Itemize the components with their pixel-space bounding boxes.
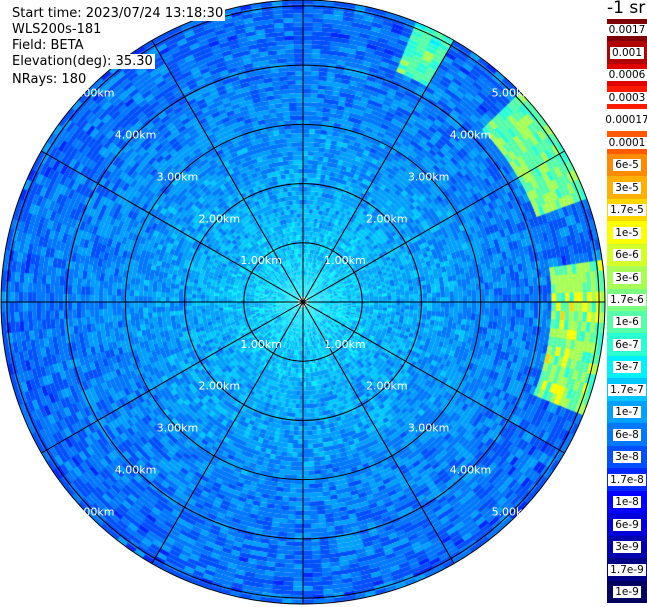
range-ring-label: 5.00km	[73, 505, 115, 518]
colorbar-stop-label: 3e-9	[613, 541, 641, 554]
range-ring-label: 3.00km	[157, 170, 199, 183]
colorbar-stop: 6e-5	[607, 153, 647, 177]
colorbar-stop-label: 6e-6	[613, 249, 641, 262]
colorbar-stop-label: 0.001	[609, 46, 645, 59]
colorbar-stop: 3e-9	[607, 535, 647, 559]
range-ring-label: 3.00km	[408, 422, 450, 435]
range-ring-label: 1.00km	[240, 338, 282, 351]
colorbar-stop-label: 3e-7	[613, 361, 641, 374]
range-ring-label: 3.00km	[157, 422, 199, 435]
colorbar-stop: 6e-9	[607, 513, 647, 537]
colorbar-stop: 6e-7	[607, 333, 647, 357]
range-ring-label: 5.00km	[492, 87, 534, 100]
range-ring-label: 2.00km	[198, 380, 240, 393]
colorbar-stop: 1e-7	[607, 400, 647, 424]
range-ring-label: 4.00km	[115, 129, 157, 142]
colorbar-stop-label: 3e-6	[613, 271, 641, 284]
colorbar-stop-label: 1e-6	[613, 316, 641, 329]
colorbar-stop: 1.7e-5	[607, 198, 647, 222]
colorbar-stop-label: 3e-5	[613, 181, 641, 194]
elevation-label: Elevation(deg): 35.30	[12, 54, 155, 69]
colorbar-stop-label: 6e-7	[613, 338, 641, 351]
azimuth-spoke	[302, 150, 565, 303]
azimuth-spoke	[151, 301, 304, 564]
colorbar-stop: 0.00017	[605, 108, 647, 132]
azimuth-spoke	[41, 301, 304, 454]
colorbar-stop: 0.0001	[606, 131, 647, 155]
colorbar-stop: 1e-9	[607, 580, 647, 604]
colorbar-stop: 1.7e-6	[607, 288, 647, 312]
colorbar-stop-label: 3e-8	[613, 451, 641, 464]
nrays-label: NRays: 180	[12, 72, 89, 87]
colorbar-stop-label: 0.0017	[606, 24, 647, 37]
colorbar-stop-label: 1.7e-8	[608, 473, 646, 486]
colorbar-unit-label: -1 sr	[607, 0, 646, 18]
range-ring-label: 2.00km	[366, 380, 408, 393]
colorbar-stop-label: 6e-9	[613, 518, 641, 531]
colorbar-stop-label: 0.00017	[605, 114, 647, 127]
colorbar-stop: 3e-5	[607, 176, 647, 200]
colorbar-stop: 0.0003	[606, 86, 647, 110]
colorbar-stop-label: 1e-8	[613, 496, 641, 509]
instrument-label: WLS200s-181	[12, 22, 104, 37]
colorbar-stop: 1e-5	[607, 221, 647, 245]
range-ring-label: 2.00km	[198, 212, 240, 225]
colorbar-stop-label: 0.0003	[606, 91, 647, 104]
colorbar-stop: 3e-6	[607, 266, 647, 290]
colorbar-stop: 0.0017	[606, 19, 647, 42]
field-label: Field: BETA	[12, 38, 86, 53]
colorbar-stop: 3e-8	[607, 445, 647, 469]
colorbar-stop-label: 1.7e-7	[608, 383, 646, 396]
range-ring-label: 4.00km	[115, 463, 157, 476]
azimuth-spoke	[41, 150, 304, 303]
colorbar-stop-label: 6e-5	[613, 159, 641, 172]
colorbar-stop: 1e-8	[607, 490, 647, 514]
azimuth-spoke	[302, 40, 455, 303]
colorbar-stop: 0.0006	[606, 63, 647, 87]
range-ring-label: 3.00km	[408, 170, 450, 183]
azimuth-spoke	[302, 301, 565, 454]
colorbar-stop: 1.7e-7	[607, 378, 647, 402]
colorbar-stop-label: 1.7e-6	[608, 294, 646, 306]
colorbar-stop: 6e-6	[607, 243, 647, 267]
colorbar-stop: 1.7e-8	[607, 468, 647, 492]
colorbar-stop-label: 6e-8	[613, 428, 641, 441]
range-ring-label: 4.00km	[450, 463, 492, 476]
colorbar-stop-label: 1e-7	[613, 406, 641, 419]
range-ring-label: 2.00km	[366, 212, 408, 225]
colorbar-stop-label: 0.0006	[606, 69, 647, 82]
colorbar-stop: 0.001	[607, 41, 647, 65]
azimuth-spoke	[151, 40, 304, 303]
colorbar-stop-label: 1.7e-5	[608, 204, 646, 217]
colorbar-stop: 3e-7	[607, 355, 647, 379]
colorbar-stop-label: 1e-9	[613, 586, 641, 598]
colorbar-stop: 1e-6	[607, 311, 647, 334]
colorbar-stop: 1.7e-9	[607, 558, 647, 582]
start-time-label: Start time: 2023/07/24 13:18:30	[12, 6, 226, 21]
colorbar-stop: 6e-8	[607, 423, 647, 447]
range-ring-label: 1.00km	[324, 338, 366, 351]
range-ring-label: 1.00km	[240, 254, 282, 267]
colorbar-stop-label: 0.0001	[606, 136, 647, 149]
range-ring-label: 5.00km	[73, 87, 115, 100]
colorbar: 0.0017 0.001 0.0006 0.0003 0.00017 0.0001 6e-5…	[605, 19, 647, 604]
range-ring-label: 4.00km	[450, 129, 492, 142]
range-ring-label: 1.00km	[324, 254, 366, 267]
range-ring-label: 5.00km	[492, 505, 534, 518]
colorbar-stop-label: 1e-5	[613, 226, 641, 239]
colorbar-stop-label: 1.7e-9	[608, 563, 646, 576]
azimuth-spoke	[302, 301, 455, 564]
